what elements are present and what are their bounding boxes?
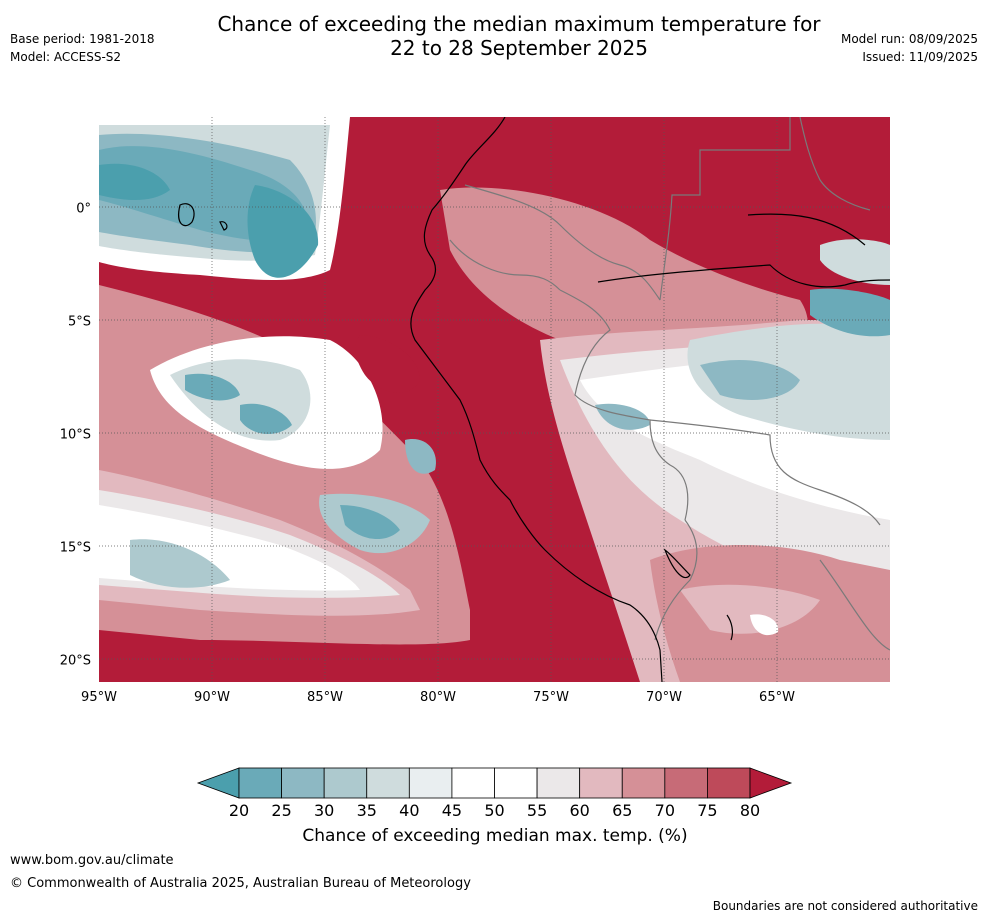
colorbar-tick-label: 65	[612, 801, 632, 820]
land-cool-east	[810, 288, 890, 337]
map-canvas	[99, 117, 890, 682]
colorbar-swatch	[536, 767, 581, 799]
land-southern-light	[680, 584, 820, 634]
colorbar-extend-high	[749, 767, 793, 799]
footer-copyright: © Commonwealth of Australia 2025, Austra…	[10, 876, 471, 891]
land-cool-south	[595, 403, 650, 430]
colorbar-tick-label: 40	[399, 801, 419, 820]
colorbar-swatch	[664, 767, 708, 799]
colorbar-swatch	[707, 767, 751, 799]
colorbar-swatch	[366, 767, 410, 799]
map-title: Chance of exceeding the median maximum t…	[140, 12, 898, 60]
model-label: Model: ACCESS-S2	[10, 50, 122, 64]
gridlines	[99, 117, 890, 682]
colorbar-swatch	[323, 767, 368, 799]
colorbar-tick-labels: 20 25 30 35 40 45 50 55 60 65 70 75 80	[229, 801, 760, 820]
ocean-central-cool	[185, 373, 240, 401]
x-tick-label: 65°W	[759, 690, 795, 705]
x-tick-label: 70°W	[646, 690, 682, 705]
y-tick-label: 0°	[76, 201, 91, 216]
footer-url: www.bom.gov.au/climate	[10, 853, 174, 868]
colorbar-swatch	[408, 767, 453, 799]
x-tick-label: 90°W	[194, 690, 230, 705]
ocean-red-island-patch	[355, 335, 420, 393]
x-tick-label: 75°W	[533, 690, 569, 705]
y-tick-label: 5°S	[68, 314, 91, 329]
forecast-map: 95°W 90°W 85°W 80°W 75°W 70°W 65°W 0° 5°S 10°S 15…	[60, 117, 890, 705]
ocean-cool-patch-south	[130, 539, 230, 588]
land-medium	[440, 187, 808, 373]
x-tick-label: 95°W	[81, 690, 117, 705]
colorbar-tick-label: 25	[271, 801, 291, 820]
x-axis-ticks: 95°W 90°W 85°W 80°W 75°W 70°W 65°W	[81, 690, 795, 705]
ocean-north-coolest	[247, 185, 319, 278]
colorbar-label: Chance of exceeding median max. temp. (%…	[302, 826, 688, 846]
metadata-left: Base period: 1981-2018 Model: ACCESS-S2	[10, 32, 155, 68]
colorbar-swatch	[579, 767, 623, 799]
metadata-right: Model run: 08/09/2025 Issued: 11/09/2025	[841, 32, 978, 68]
colorbar-tick-label: 50	[484, 801, 504, 820]
land-cool	[700, 360, 800, 400]
colorbar-tick-label: 75	[697, 801, 717, 820]
colorbar-tick-label: 20	[229, 801, 249, 820]
ocean-coast-cool	[405, 439, 436, 474]
colorbar-tick-label: 60	[569, 801, 589, 820]
y-tick-label: 20°S	[60, 653, 91, 668]
colorbar-tick-label: 35	[357, 801, 377, 820]
coastlines	[178, 117, 890, 682]
y-axis-ticks: 0° 5°S 10°S 15°S 20°S	[60, 201, 91, 668]
x-tick-label: 80°W	[420, 690, 456, 705]
map-title-line2: 22 to 28 September 2025	[390, 36, 648, 60]
y-tick-label: 10°S	[60, 427, 91, 442]
colorbar-tick-label: 45	[442, 801, 462, 820]
colorbar-tick-label: 30	[314, 801, 334, 820]
ocean-north-coolest-west	[99, 163, 170, 200]
northeast-cool	[820, 239, 890, 285]
model-run-label: Model run: 08/09/2025	[840, 32, 978, 46]
colorbar-tick-label: 80	[740, 801, 760, 820]
colorbar-swatch	[238, 767, 282, 799]
map-title-line1: Chance of exceeding the median maximum t…	[217, 12, 821, 36]
y-tick-label: 15°S	[60, 540, 91, 555]
colorbar-swatch	[494, 767, 538, 799]
base-period-label: Base period: 1981-2018	[10, 32, 155, 46]
colorbar-extend-low	[196, 767, 240, 799]
colorbar-tick-label: 55	[527, 801, 547, 820]
colorbar-swatch	[451, 767, 495, 799]
ocean-central-cool-2	[240, 403, 292, 435]
colorbar-tick-label: 70	[655, 801, 675, 820]
colorbar-swatches	[196, 767, 793, 799]
x-tick-label: 85°W	[307, 690, 343, 705]
ocean-lower-cooler	[340, 505, 400, 540]
footer-note: Boundaries are not considered authoritat…	[712, 899, 978, 913]
colorbar-swatch	[281, 767, 325, 799]
land-southern-white	[750, 614, 779, 636]
colorbar-swatch	[621, 767, 666, 799]
issued-label: Issued: 11/09/2025	[862, 50, 978, 64]
